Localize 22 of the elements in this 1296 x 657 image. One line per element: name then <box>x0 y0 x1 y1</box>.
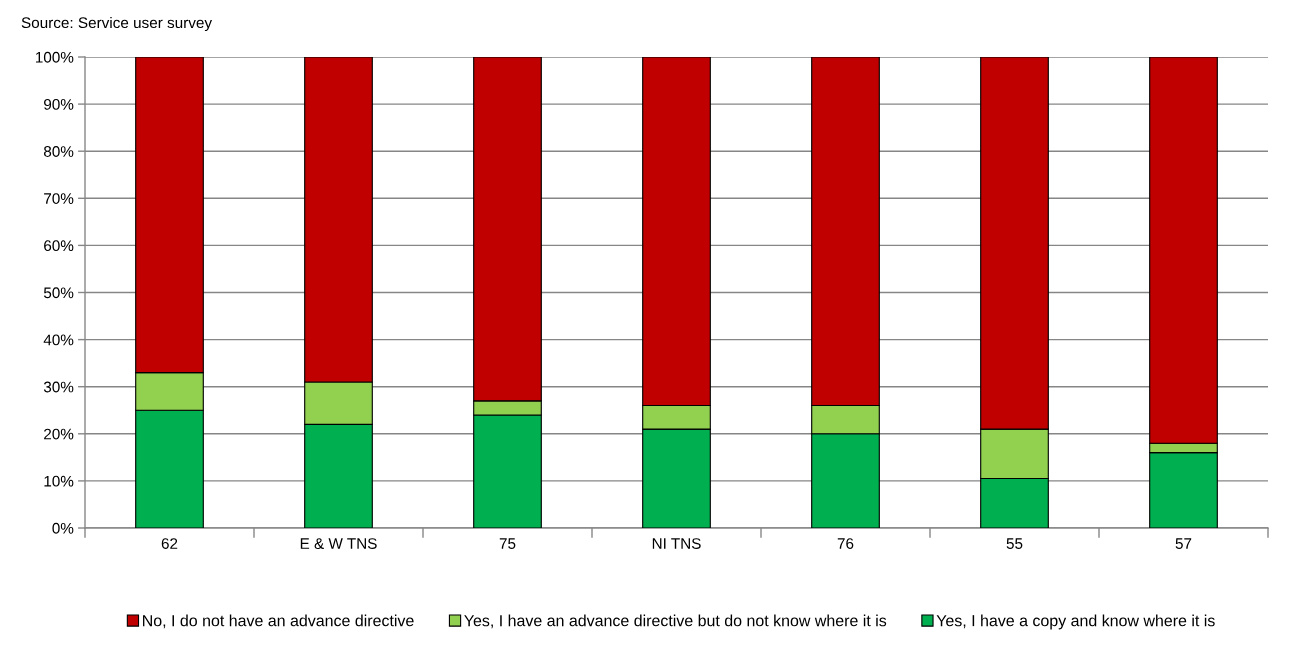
y-tick-label: 40% <box>43 334 74 346</box>
y-tick-label: 60% <box>44 240 74 252</box>
legend-label: Yes, I have a copy and know where it is <box>936 614 1215 630</box>
x-tick-label: NI TNS <box>652 538 701 549</box>
x-tick-label: 55 <box>1006 538 1023 549</box>
source-note: Source: Service user survey <box>21 16 213 32</box>
y-tick-label: 90% <box>44 98 74 110</box>
y-tick-label: 100% <box>35 51 74 63</box>
y-tick-label: 0% <box>52 522 74 534</box>
x-tick-label: E & W TNS <box>300 538 377 549</box>
y-tick-label: 10% <box>44 475 74 487</box>
x-tick-label: 62 <box>161 538 178 549</box>
y-tick-label: 80% <box>43 146 74 157</box>
x-tick-label: 75 <box>499 538 516 549</box>
y-tick-label: 20% <box>44 428 74 440</box>
legend-label: Yes, I have an advance directive but do not know where it is <box>464 614 887 629</box>
y-tick-label: 50% <box>43 287 74 299</box>
legend-label: No, I do not have an advance directive <box>143 614 414 629</box>
x-tick-label: 57 <box>1175 538 1192 549</box>
y-tick-label: 30% <box>43 381 74 393</box>
x-tick-label: 76 <box>837 538 854 549</box>
y-tick-label: 70% <box>44 193 74 204</box>
